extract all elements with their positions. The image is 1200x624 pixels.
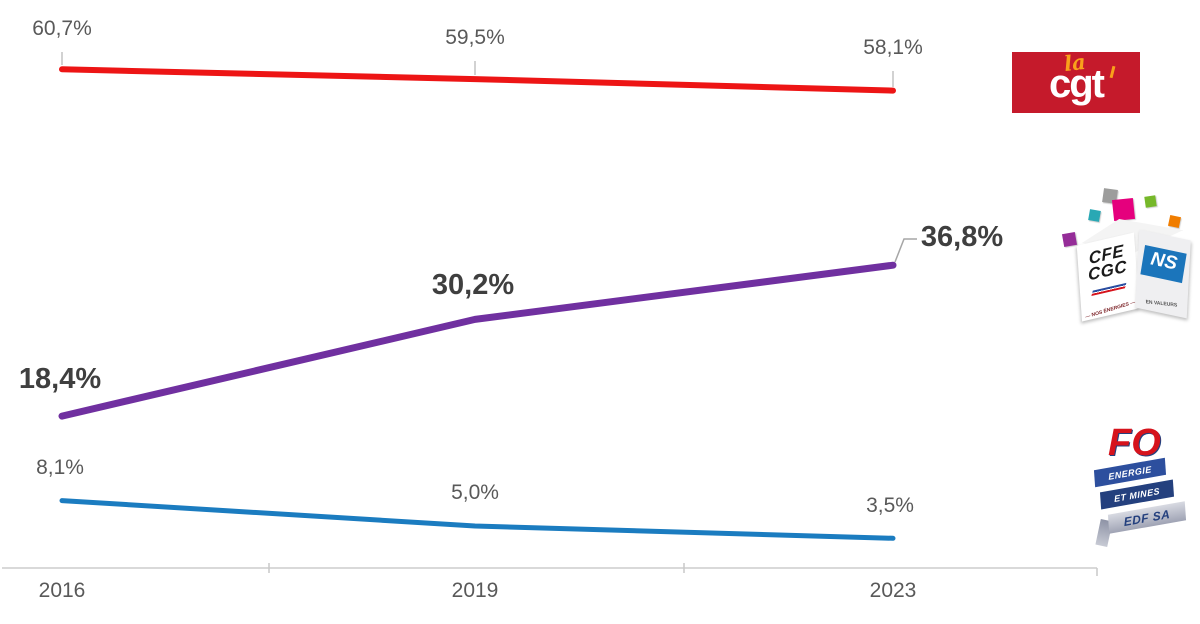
data-label-cgt-2016: 60,7% xyxy=(32,17,92,40)
mini-cube-pink-icon xyxy=(1111,197,1136,222)
mini-cube-purple-icon xyxy=(1061,231,1078,248)
data-label-fo-2023: 3,5% xyxy=(866,494,914,517)
cfe-cgc-caption-right: EN VALEURS xyxy=(1145,299,1178,309)
cfe-cgc-logo-text: CFE CGC xyxy=(1087,241,1128,285)
data-label-cfecgc-2023: 36,8% xyxy=(920,221,1004,253)
unsa-panel: NS xyxy=(1140,244,1187,284)
cgt-logo: la cgt xyxy=(1012,49,1140,113)
tricolor-stripe xyxy=(1091,282,1127,297)
data-label-cgt-2019: 59,5% xyxy=(445,26,505,49)
series-line-cfe-cgc xyxy=(58,261,897,420)
x-tick-label-2019: 2019 xyxy=(451,579,499,602)
data-label-cfecgc-2016: 18,4% xyxy=(18,363,102,395)
series-line-fo xyxy=(59,498,896,541)
cfe-cgc-caption-left: — NOS ÉNERGIES — xyxy=(1084,299,1136,321)
series-lines xyxy=(58,66,897,541)
unsa-panel-text: NS xyxy=(1149,248,1179,275)
mini-cube-green-icon xyxy=(1144,195,1157,208)
series-line-cgt xyxy=(59,66,896,94)
data-label-fo-2019: 5,0% xyxy=(451,481,499,504)
cube-front-face: CFE CGC — NOS ÉNERGIES — xyxy=(1076,232,1140,322)
x-tick-label-2023: 2023 xyxy=(869,579,917,602)
cube-right-face: NS EN VALEURS xyxy=(1135,229,1191,319)
mini-cube-orange-icon xyxy=(1167,214,1182,229)
data-label-fo-2016: 8,1% xyxy=(36,456,84,479)
mini-cube-teal-icon xyxy=(1088,209,1101,222)
leader-line-elbow xyxy=(894,238,917,263)
fo-logo-word: FO xyxy=(1108,422,1161,464)
cfe-cgc-logo: CFE CGC — NOS ÉNERGIES — NS EN VALEURS xyxy=(1053,183,1198,338)
cgt-logo-word: cgt xyxy=(1049,62,1105,106)
data-label-cgt-2023: 58,1% xyxy=(863,36,923,59)
x-tick-label-2016: 2016 xyxy=(38,579,86,602)
fo-energie-logo: FO ENERGIE ET MINES EDF SA xyxy=(1092,424,1187,552)
data-label-cfecgc-2019: 30,2% xyxy=(431,269,515,301)
